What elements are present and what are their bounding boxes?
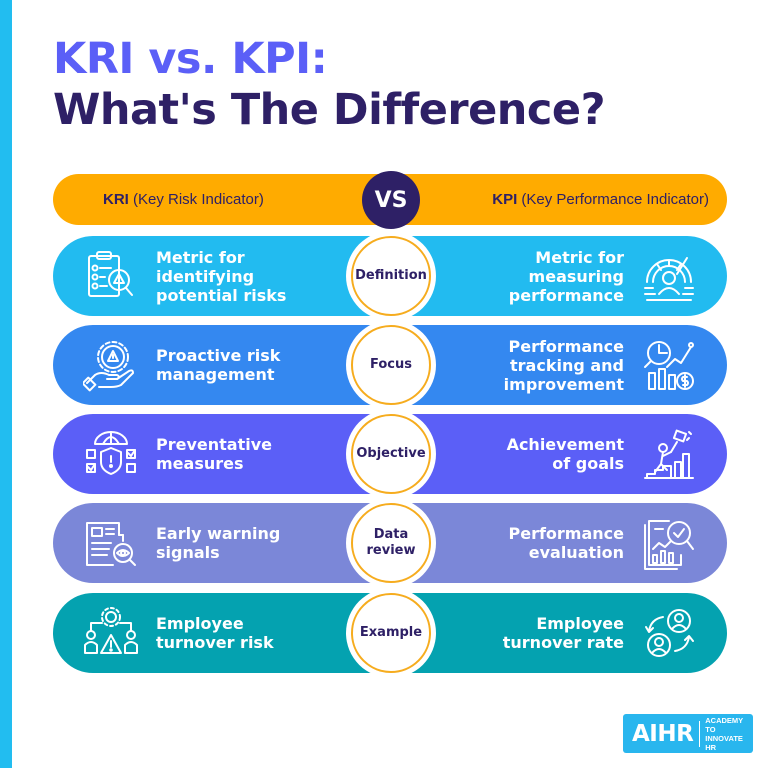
kpi-header-label: KPI (Key Performance Indicator) bbox=[492, 174, 709, 225]
vs-badge: VS bbox=[362, 171, 420, 229]
category-label: Objective bbox=[351, 414, 431, 494]
person-climbing-steps-trophy-icon bbox=[641, 426, 697, 482]
kri-data-review-text: Early warning signals bbox=[156, 524, 281, 562]
category-label: Data review bbox=[351, 503, 431, 583]
category-circle-objective: Objective bbox=[346, 409, 436, 499]
kri-example-text: Employee turnover risk bbox=[156, 614, 274, 652]
kpi-definition-text: Metric for measuring performance bbox=[508, 247, 624, 305]
kpi-full-name: (Key Performance Indicator) bbox=[517, 191, 709, 208]
kpi-data-review-text: Performance evaluation bbox=[508, 524, 624, 562]
people-exchange-arrows-icon bbox=[641, 605, 697, 661]
kpi-focus-text: Performance tracking and improvement bbox=[503, 336, 624, 394]
kri-objective-text: Preventative measures bbox=[156, 435, 272, 473]
kpi-abbr: KPI bbox=[492, 191, 518, 208]
kri-abbr: KRI bbox=[103, 191, 129, 208]
hand-gear-warning-icon bbox=[81, 337, 139, 393]
category-circle-focus: Focus bbox=[346, 320, 436, 410]
performance-gauge-person-icon bbox=[641, 248, 697, 304]
kri-full-name: (Key Risk Indicator) bbox=[128, 191, 264, 208]
page-title: KRI vs. KPI: What's The Difference? bbox=[53, 34, 606, 135]
left-accent-strip bbox=[0, 0, 12, 768]
category-circle-definition: Definition bbox=[346, 231, 436, 321]
category-label: Focus bbox=[351, 325, 431, 405]
category-label: Definition bbox=[351, 236, 431, 316]
clipboard-risk-search-icon bbox=[83, 248, 139, 304]
chart-magnifier-dollar-icon bbox=[641, 337, 697, 393]
title-line-1: KRI vs. KPI: bbox=[53, 34, 328, 84]
category-label: Example bbox=[351, 593, 431, 673]
kpi-objective-text: Achievement of goals bbox=[506, 435, 624, 473]
logo-divider bbox=[699, 720, 701, 747]
kpi-example-text: Employee turnover rate bbox=[502, 614, 624, 652]
document-eye-magnifier-icon bbox=[83, 515, 139, 571]
category-circle-example: Example bbox=[346, 588, 436, 678]
people-gear-warning-icon bbox=[83, 605, 139, 661]
title-line-2: What's The Difference? bbox=[53, 85, 606, 135]
category-circle-data-review: Data review bbox=[346, 498, 436, 588]
kri-focus-text: Proactive risk management bbox=[156, 346, 281, 384]
kri-definition-text: Metric for identifying potential risks bbox=[156, 247, 287, 305]
umbrella-shield-checklist-icon bbox=[83, 426, 139, 482]
logo-tagline: ACADEMY TO INNOVATE HR bbox=[705, 715, 744, 752]
kri-header-label: KRI (Key Risk Indicator) bbox=[103, 174, 264, 225]
report-magnifier-check-icon bbox=[641, 515, 697, 571]
logo-wordmark: AIHR bbox=[632, 720, 694, 747]
aihr-logo: AIHR ACADEMY TO INNOVATE HR bbox=[623, 714, 753, 753]
